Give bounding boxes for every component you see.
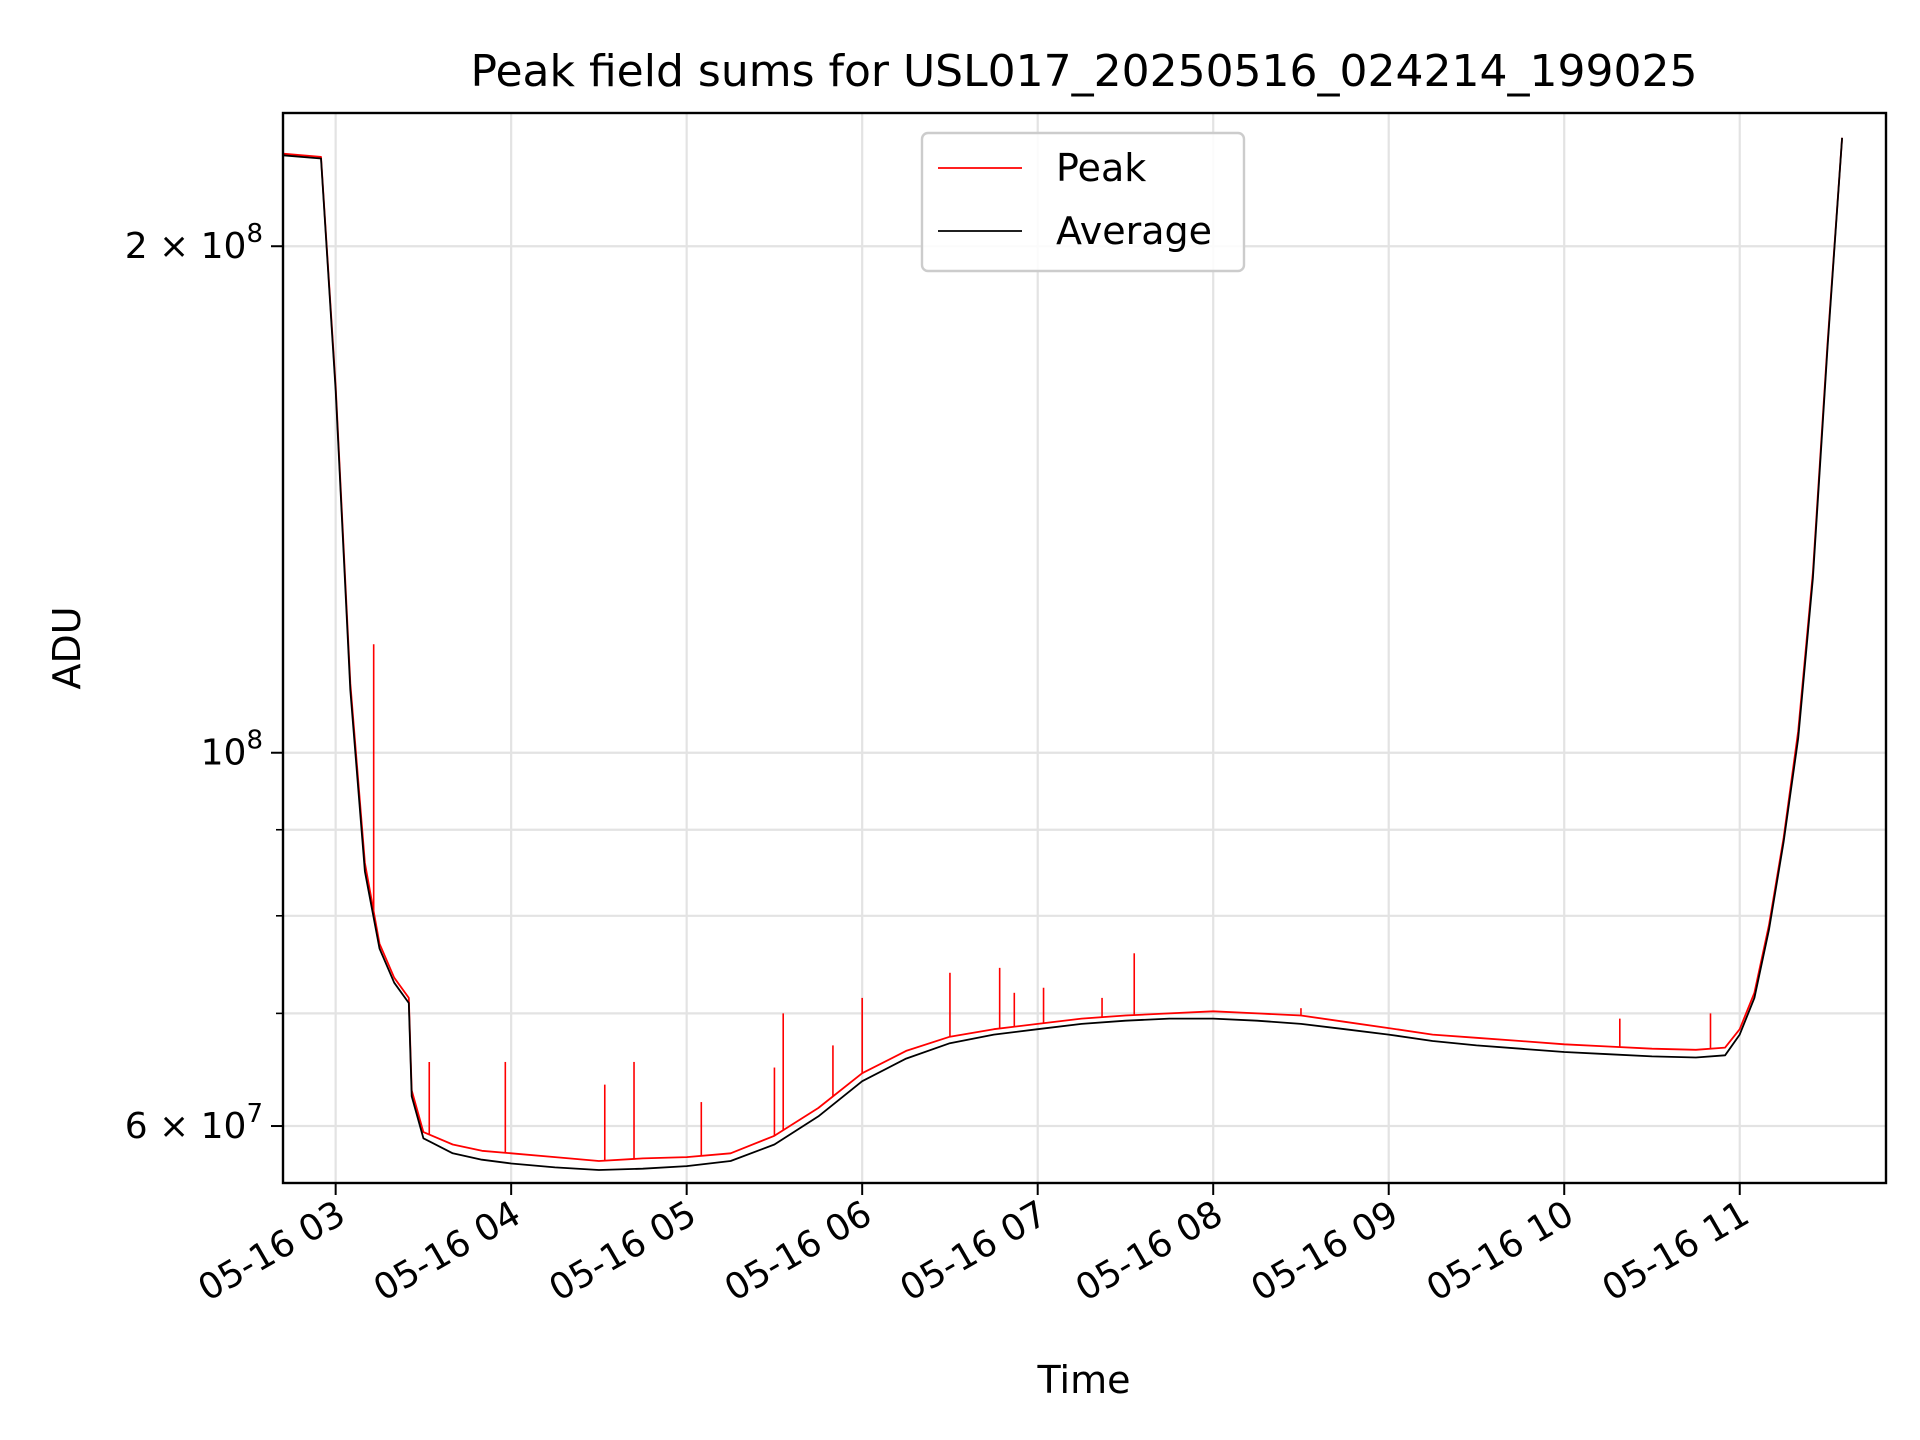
series-line-average <box>282 137 1843 1171</box>
chart-title: Peak field sums for USL017_20250516_0242… <box>471 46 1698 97</box>
legend-label-peak: Peak <box>1056 146 1146 190</box>
y-axis-label: ADU <box>45 606 89 689</box>
y-tick-label: 6 × 107 <box>125 1099 263 1147</box>
grid <box>283 113 1886 1183</box>
legend: Peak Average <box>920 131 1246 273</box>
y-axis-ticks: 6 × 107 108 2 × 108 <box>125 219 283 1147</box>
y-tick-label: 108 <box>201 726 263 774</box>
legend-label-average: Average <box>1056 209 1212 253</box>
plot-frame <box>281 111 1888 1185</box>
y-tick-label: 2 × 108 <box>125 219 263 267</box>
series-layer <box>282 137 1843 1171</box>
x-axis-label: Time <box>1037 1358 1131 1402</box>
